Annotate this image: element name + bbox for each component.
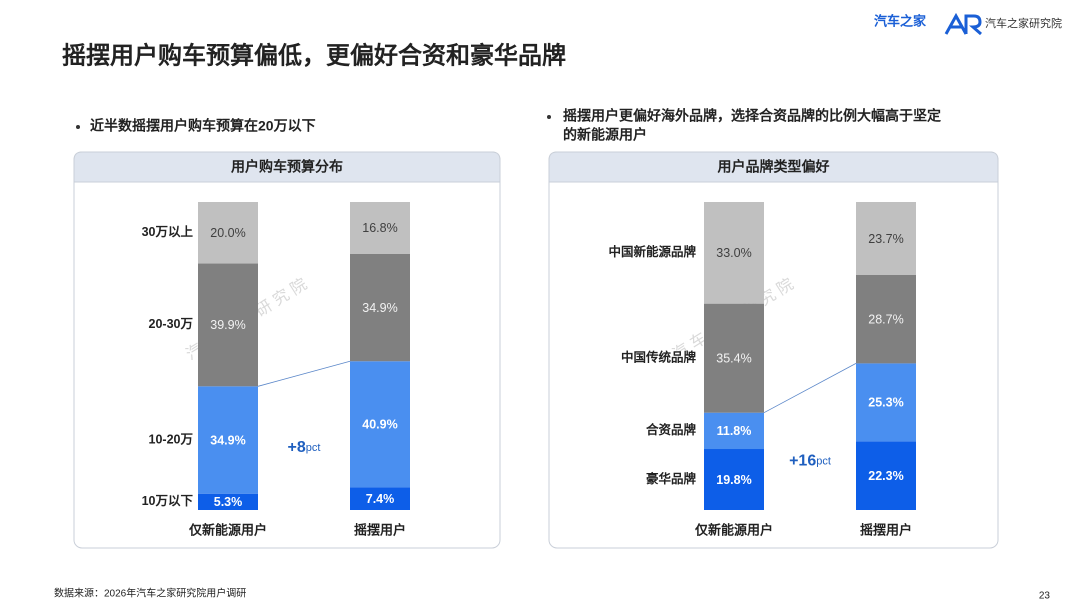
bar-segment — [198, 493, 258, 510]
value-label: 28.7% — [868, 312, 903, 326]
category-label: 摇摆用户 — [860, 522, 912, 537]
panel-header — [73, 151, 501, 183]
category-label: 仅新能源用户 — [694, 522, 773, 537]
annotation-unit: pct — [306, 442, 321, 454]
panel-header — [548, 151, 999, 183]
institute-name: 汽车之家研究院 — [985, 16, 1062, 30]
connector — [763, 363, 857, 414]
bar-segment — [350, 202, 410, 254]
bullet-dot — [76, 125, 80, 129]
page-number: 23 — [1039, 591, 1051, 602]
bar-segment — [704, 303, 764, 413]
annotation: +8pct — [288, 439, 321, 456]
panel — [73, 151, 501, 549]
value-label: 19.8% — [716, 473, 751, 487]
value-label: 5.3% — [214, 495, 243, 509]
annotation-unit: pct — [816, 455, 831, 467]
bar-segment — [198, 202, 258, 264]
legend-label: 中国新能源品牌 — [608, 244, 696, 259]
value-label: 16.8% — [362, 221, 397, 235]
legend-label: 30万以上 — [142, 224, 194, 239]
value-label: 25.3% — [868, 396, 903, 410]
legend-label: 10万以下 — [142, 494, 194, 508]
value-label: 7.4% — [366, 492, 395, 506]
panel-title: 用户品牌类型偏好 — [718, 159, 830, 175]
bar-segment — [856, 363, 916, 442]
bar-segment — [350, 253, 410, 362]
annotation-value: +16 — [789, 453, 816, 470]
bar-segment — [704, 412, 764, 450]
right-bullet-line: 摇摆用户更偏好海外品牌，选择合资品牌的比例大幅高于坚定 — [563, 108, 941, 124]
bar-segment — [350, 487, 410, 510]
value-label: 22.3% — [868, 469, 903, 483]
legend-label: 中国传统品牌 — [621, 349, 697, 364]
bar-segment — [198, 263, 258, 387]
value-label: 34.9% — [362, 301, 397, 315]
bar-segment — [704, 202, 764, 304]
right-bullet-line: 的新能源用户 — [563, 127, 647, 143]
annotation: +16pct — [789, 453, 831, 470]
legend-label: 20-30万 — [149, 317, 193, 331]
panel — [548, 151, 999, 549]
bar-segment — [350, 361, 410, 488]
value-label: 20.0% — [210, 226, 245, 240]
connector — [257, 360, 351, 387]
logo-mark — [944, 12, 982, 36]
source-note: 数据来源：2026年汽车之家研究院用户调研 — [54, 587, 246, 600]
left-bullet: 近半数摇摆用户购车预算在20万以下 — [90, 118, 316, 134]
legend-label: 豪华品牌 — [646, 471, 697, 486]
bar-segment — [856, 441, 916, 510]
value-label: 34.9% — [210, 433, 245, 447]
legend-label: 合资品牌 — [646, 422, 697, 437]
bar-segment — [198, 386, 258, 494]
value-label: 39.9% — [210, 318, 245, 332]
category-label: 仅新能源用户 — [188, 522, 267, 537]
bar-segment — [856, 274, 916, 364]
value-label: 33.0% — [716, 246, 751, 260]
value-label: 23.7% — [868, 232, 903, 246]
bar-segment — [704, 449, 764, 510]
category-label: 摇摆用户 — [354, 522, 406, 537]
value-label: 11.8% — [717, 424, 752, 438]
bullet-dot — [547, 115, 551, 119]
bar-segment — [856, 202, 916, 275]
annotation-value: +8 — [288, 439, 306, 456]
slide-title: 摇摆用户购车预算偏低，更偏好合资和豪华品牌 — [62, 41, 566, 69]
value-label: 40.9% — [362, 418, 397, 432]
value-label: 35.4% — [716, 351, 751, 365]
panel-title: 用户购车预算分布 — [231, 159, 343, 175]
logo-text: 汽车之家 — [874, 13, 927, 28]
legend-label: 10-20万 — [149, 432, 193, 446]
